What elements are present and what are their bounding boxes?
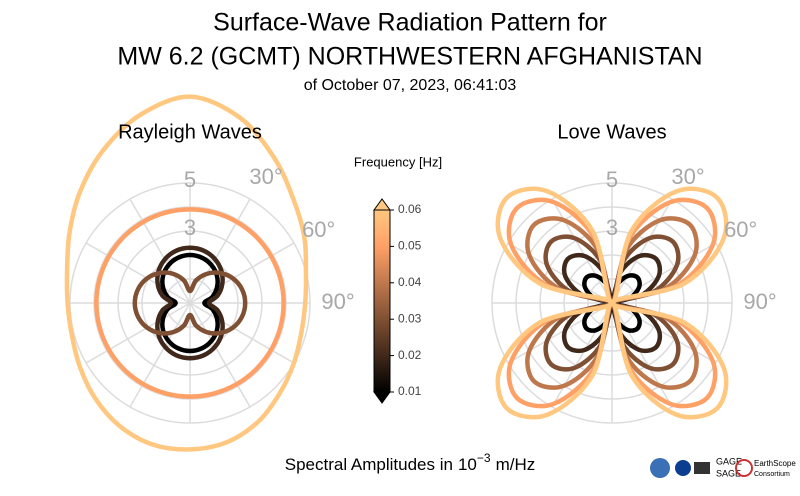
grid-spoke <box>85 242 191 304</box>
subplot-title: Rayleigh Waves <box>118 121 262 143</box>
colorbar <box>373 209 391 393</box>
grid-spoke <box>129 302 191 408</box>
label-text: Spectral Amplitudes in <box>285 455 453 474</box>
radiation-curve <box>132 270 248 336</box>
radiation-curve <box>495 186 729 420</box>
colorbar-tick-label: 0.06 <box>398 202 422 216</box>
grid-spoke <box>189 302 251 408</box>
radiation-curve <box>64 94 309 452</box>
grid-spoke <box>551 198 613 304</box>
title-line: of October 07, 2023, 06:41:03 <box>304 77 517 94</box>
grid-spoke <box>189 242 295 304</box>
r-tick-label: 5 <box>184 167 196 192</box>
logo-icon <box>694 462 710 474</box>
grid-spoke <box>507 242 613 304</box>
theta-tick-label: 60° <box>724 217 757 242</box>
colorbar-tick-label: 0.05 <box>398 239 422 253</box>
r-tick-label: 3 <box>606 215 618 240</box>
colorbar-label: Frequency [Hz] <box>354 154 442 169</box>
colorbar-tick-label: 0.04 <box>398 275 422 289</box>
grid-spoke <box>129 198 191 304</box>
colorbar-tick-label: 0.03 <box>398 311 422 325</box>
colorbar-tick-label: 0.02 <box>398 348 422 362</box>
title-line: Surface-Wave Radiation Pattern for <box>213 9 607 37</box>
polar-plot: 3 5 30° 60° 90° <box>491 164 777 424</box>
logo-text: EarthScope <box>754 459 796 468</box>
grid-spoke <box>611 302 673 408</box>
logo-icon <box>650 458 670 478</box>
colorbar-extend <box>373 198 391 211</box>
grid-spoke <box>507 302 613 364</box>
theta-tick-label: 30° <box>671 164 704 189</box>
label-exponent: −3 <box>477 451 491 465</box>
theta-tick-label: 90° <box>321 289 354 314</box>
label-unit: m/Hz <box>496 455 536 474</box>
grid-spoke <box>189 302 295 364</box>
theta-tick-label: 60° <box>302 217 335 242</box>
colorbar-extend <box>373 391 391 404</box>
radiation-curve <box>155 245 225 361</box>
grid-spoke <box>189 198 251 304</box>
logo-text: GAGE <box>716 456 742 466</box>
title-line: MW 6.2 (GCMT) NORTHWESTERN AFGHANISTAN <box>117 43 702 71</box>
amplitude-label: Spectral Amplitudes in 10−3 m/Hz <box>285 451 535 474</box>
theta-tick-label: 90° <box>743 289 776 314</box>
grid-spoke <box>611 198 673 304</box>
grid-spoke <box>85 302 191 364</box>
theta-tick-label: 30° <box>249 164 282 189</box>
logo-text: SAGE <box>716 468 741 478</box>
r-tick-label: 3 <box>184 215 196 240</box>
polar-plot: 3 5 30° 60° 90° <box>64 94 355 452</box>
grid-spoke <box>611 242 717 304</box>
radiation-curve <box>94 207 286 399</box>
logo-icon <box>735 459 753 477</box>
grid-spoke <box>551 302 613 408</box>
r-tick-label: 5 <box>606 167 618 192</box>
logo-text: Consortium <box>754 471 790 478</box>
logos: GAGE SAGE EarthScope Consortium <box>650 456 796 478</box>
radiation-curve <box>160 252 220 354</box>
logo-icon <box>675 460 691 476</box>
subplot-title: Love Waves <box>557 121 666 143</box>
label-base: 10 <box>458 455 477 474</box>
grid-spoke <box>611 302 717 364</box>
colorbar-tick-label: 0.01 <box>398 384 422 398</box>
